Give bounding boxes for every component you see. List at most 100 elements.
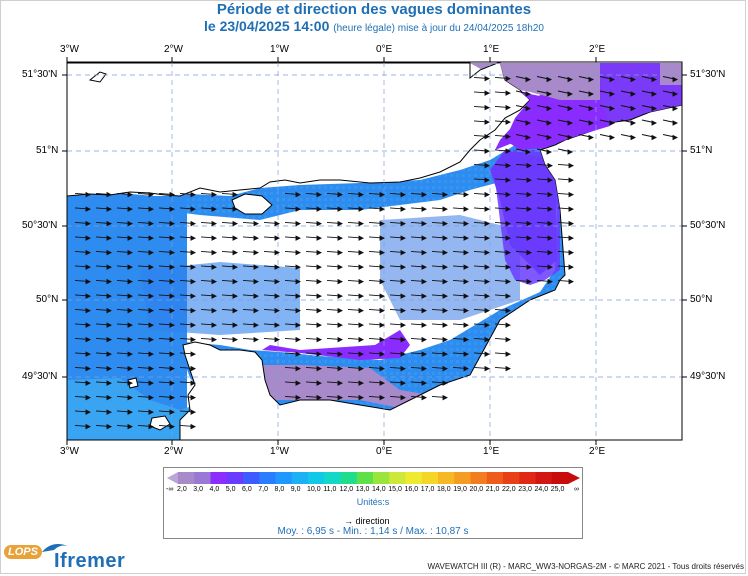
direction-arrowhead <box>274 307 281 314</box>
direction-arrowhead <box>295 220 302 227</box>
direction-arrowhead <box>484 322 491 328</box>
direction-arrowhead <box>651 105 658 112</box>
direction-arrowhead <box>547 249 554 256</box>
scale-cell <box>535 472 553 484</box>
direction-arrowhead <box>379 293 386 299</box>
direction-arrowhead <box>547 191 554 198</box>
direction-arrowhead <box>672 76 679 83</box>
direction-arrowhead <box>106 307 113 314</box>
scale-tick-label: 10,0 <box>307 486 321 493</box>
direction-arrowhead <box>337 235 344 241</box>
direction-arrowhead <box>106 380 113 386</box>
direction-arrowhead <box>85 191 92 198</box>
direction-arrowhead <box>316 220 323 227</box>
scale-tick-label: 24,0 <box>534 486 549 493</box>
direction-arrowhead <box>484 148 491 154</box>
bottom-axis-label: 2°E <box>589 446 606 457</box>
scale-tick-label: 25,0 <box>550 486 565 493</box>
direction-arrowhead <box>421 206 428 212</box>
direction-arrowhead <box>148 351 155 357</box>
scale-tick-label: 12,0 <box>339 486 354 493</box>
direction-arrowhead <box>274 264 281 270</box>
direction-arrowhead <box>106 394 113 401</box>
direction-arrowhead <box>358 191 365 198</box>
direction-arrowhead <box>358 380 365 386</box>
direction-arrowhead <box>274 336 281 343</box>
direction-arrowhead <box>190 423 197 430</box>
direction-arrowhead <box>421 264 428 270</box>
direction-arrowhead <box>505 351 512 357</box>
direction-arrowhead <box>400 351 407 357</box>
direction-arrowhead <box>127 293 134 299</box>
direction-arrowhead <box>358 322 365 328</box>
direction-arrowhead <box>463 293 470 299</box>
direction-arrowhead <box>169 206 176 212</box>
units-label: Unités:s <box>356 497 390 507</box>
direction-arrowhead <box>358 235 365 241</box>
direction-arrowhead <box>316 394 323 401</box>
direction-arrowhead <box>253 249 260 256</box>
direction-arrowhead <box>547 220 554 227</box>
direction-arrowhead <box>211 293 218 299</box>
direction-arrowhead <box>484 206 491 212</box>
direction-arrowhead <box>379 220 386 227</box>
right-axis-label: 50°N <box>690 294 713 305</box>
direction-arrowhead <box>85 278 92 285</box>
direction-arrowhead <box>463 365 470 372</box>
direction-arrowhead <box>106 293 113 299</box>
direction-arrowhead <box>484 264 491 270</box>
direction-arrowhead <box>358 264 365 270</box>
direction-arrowhead <box>106 235 113 241</box>
direction-arrowhead <box>295 206 302 212</box>
direction-arrowhead <box>526 235 533 241</box>
direction-arrowhead <box>547 278 554 285</box>
direction-arrowhead <box>148 235 155 241</box>
direction-arrowhead <box>295 293 302 299</box>
direction-arrowhead <box>379 307 386 314</box>
direction-arrowhead <box>106 351 113 357</box>
direction-arrowhead <box>85 409 92 415</box>
direction-arrowhead <box>316 336 323 343</box>
direction-arrowhead <box>85 336 92 343</box>
bottom-axis-label: 2°W <box>164 446 183 457</box>
direction-arrowhead <box>630 134 637 141</box>
scale-cell <box>291 472 309 484</box>
direction-arrowhead <box>442 293 449 299</box>
direction-arrowhead <box>295 191 302 198</box>
direction-arrowhead <box>568 191 575 198</box>
direction-arrowhead <box>211 206 218 212</box>
direction-arrowhead <box>567 149 574 155</box>
direction-arrowhead <box>127 235 134 241</box>
direction-arrowhead <box>253 307 260 314</box>
direction-arrowhead <box>148 191 155 198</box>
direction-arrowhead <box>85 235 92 241</box>
direction-arrowhead <box>525 120 532 126</box>
direction-arrowhead <box>85 380 92 386</box>
direction-arrowhead <box>588 120 595 126</box>
direction-arrowhead <box>484 220 491 227</box>
direction-arrowhead <box>505 119 512 125</box>
scale-tick-label: 23,0 <box>518 486 532 493</box>
direction-arrowhead <box>379 351 386 357</box>
direction-arrowhead <box>442 322 449 328</box>
direction-arrowhead <box>505 293 512 299</box>
direction-arrowhead <box>358 293 365 299</box>
direction-arrowhead <box>190 380 197 386</box>
direction-arrowhead <box>295 351 302 357</box>
direction-arrowhead <box>148 249 155 256</box>
direction-arrowhead <box>442 365 449 372</box>
direction-arrowhead <box>567 91 574 97</box>
direction-arrowhead <box>442 220 449 227</box>
direction-arrowhead <box>672 105 679 112</box>
direction-arrowhead <box>148 278 155 285</box>
direction-arrowhead <box>358 206 365 212</box>
direction-arrowhead <box>295 249 302 256</box>
direction-arrowhead <box>316 278 323 285</box>
direction-arrowhead <box>526 177 533 183</box>
scale-cell <box>324 472 341 484</box>
direction-arrowhead <box>211 278 218 285</box>
lops-logo: LOPS <box>4 545 42 559</box>
direction-arrowhead <box>526 278 533 285</box>
direction-arrowhead <box>316 380 323 386</box>
scale-tick-label: 17,0 <box>420 486 435 493</box>
